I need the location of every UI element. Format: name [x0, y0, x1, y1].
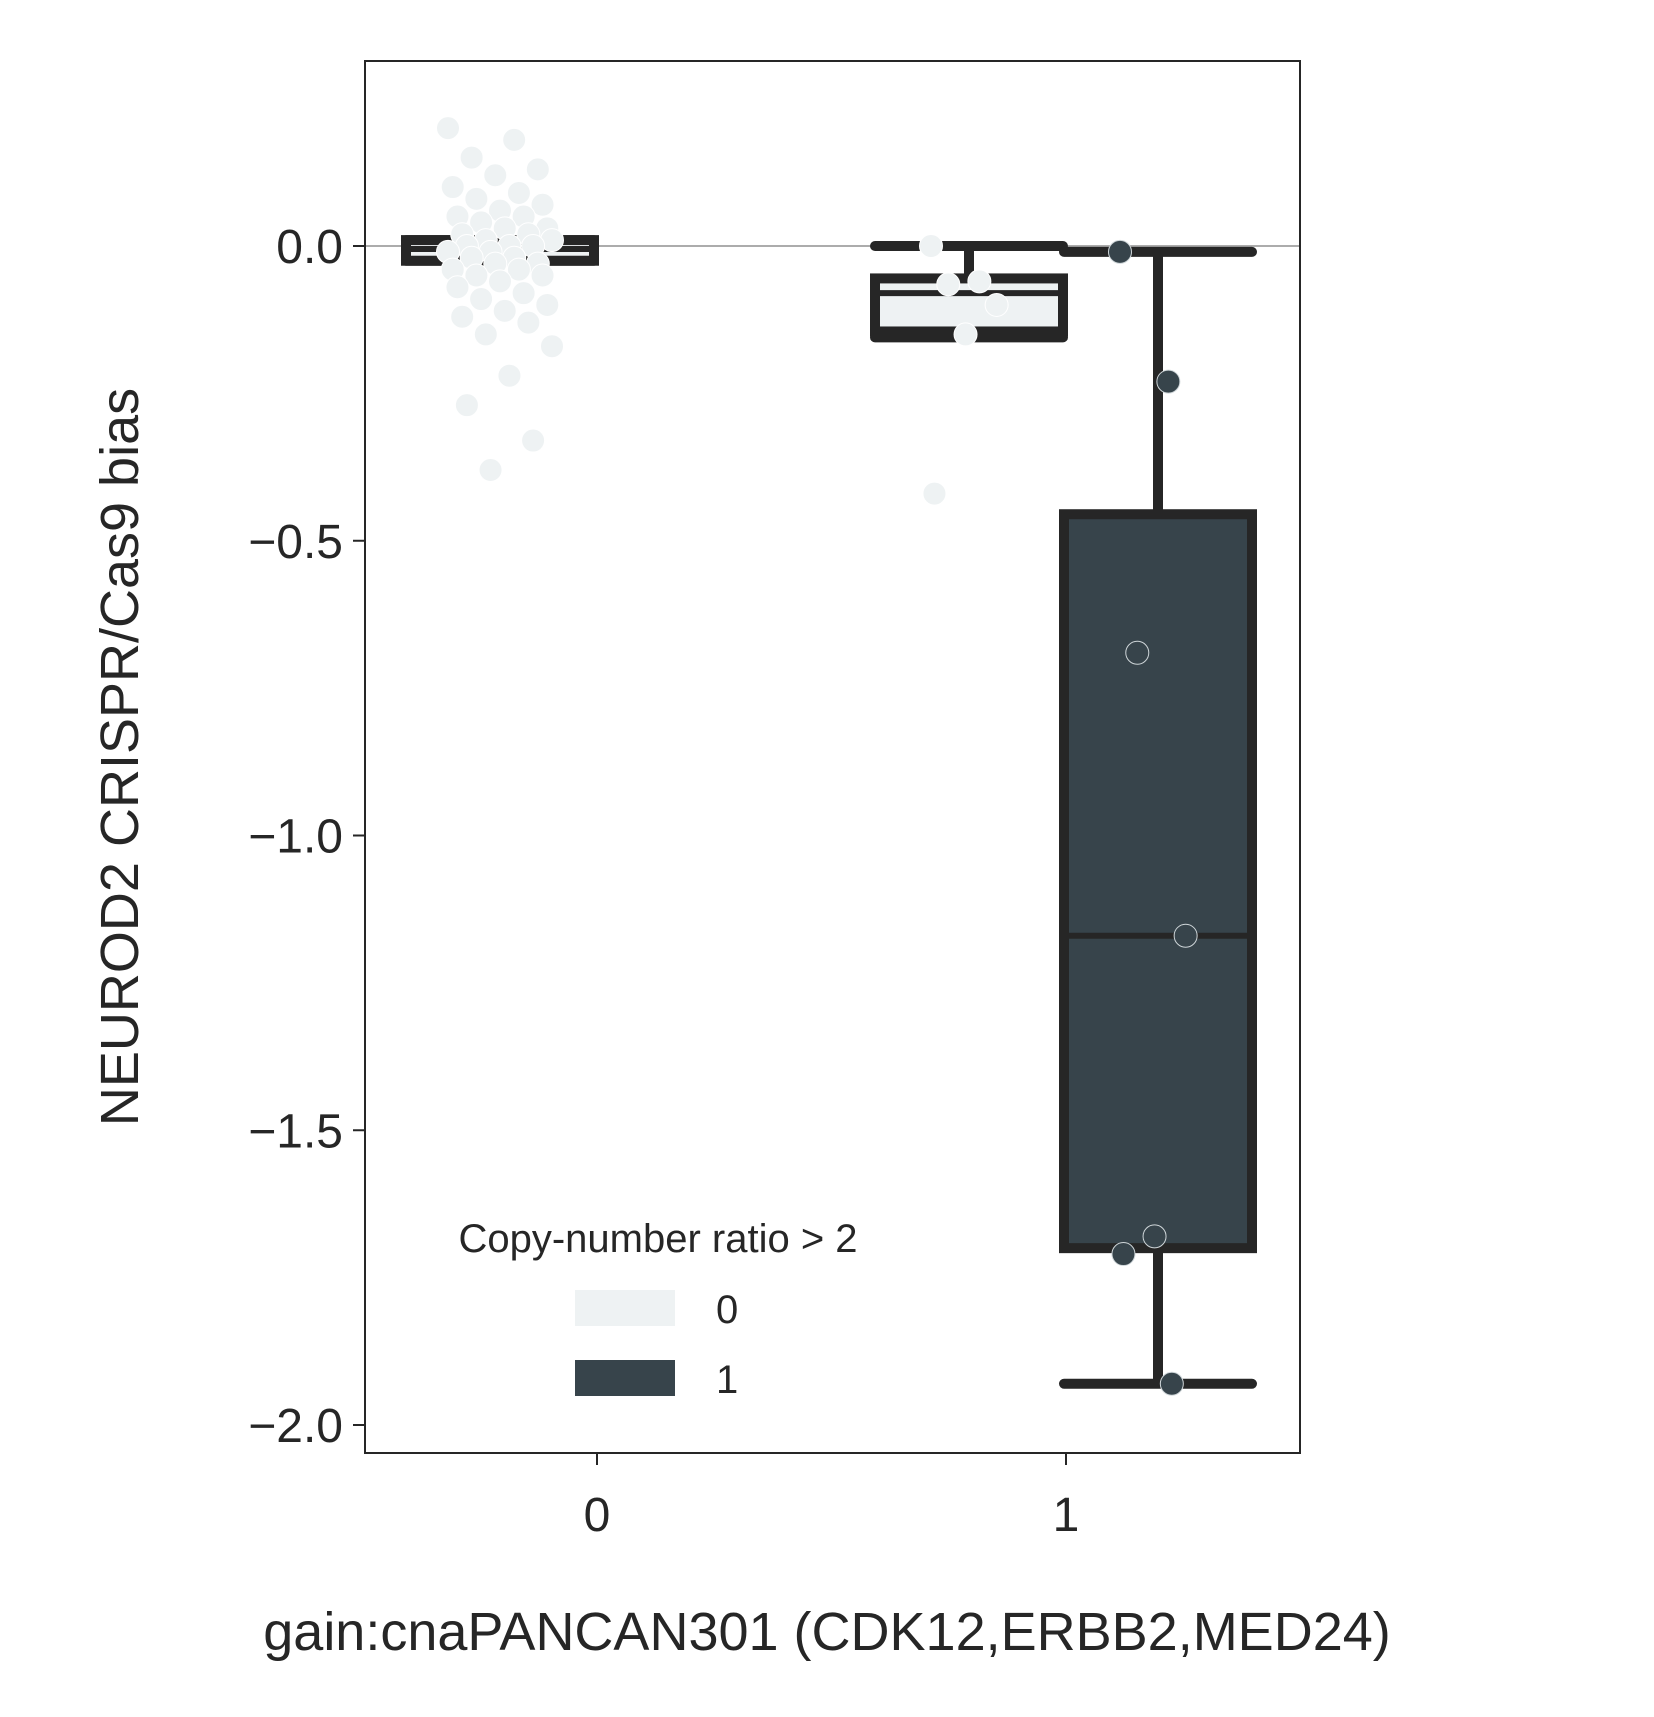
y-tick-label-3: −1.5: [248, 1105, 343, 1158]
point-0-29: [506, 257, 531, 282]
y-axis-label: NEUROD2 CRISPR/Cas9 bias: [90, 388, 150, 1126]
legend-label-0: 0: [716, 1288, 738, 1332]
point-0-4: [483, 163, 508, 188]
point-1-4: [953, 322, 978, 347]
x-axis-label: gain:cnaPANCAN301 (CDK12,ERBB2,MED24): [263, 1602, 1391, 1662]
y-tick-label-0: 0.0: [276, 221, 343, 274]
point-1-1: [967, 269, 992, 294]
point-2-0: [1108, 239, 1132, 264]
point-1-5: [922, 481, 947, 506]
point-0-3: [525, 157, 550, 182]
point-2-5: [1111, 1242, 1136, 1267]
point-0-0: [436, 116, 460, 141]
point-0-33: [445, 275, 470, 300]
legend-title: Copy-number ratio > 2: [458, 1217, 857, 1261]
point-0-44: [521, 428, 546, 453]
point-0-45: [478, 458, 503, 483]
point-2-4: [1142, 1224, 1167, 1249]
x-tick-label-1: 1: [1053, 1489, 1080, 1542]
y-tick-label-1: −0.5: [248, 516, 343, 569]
point-2-3: [1173, 923, 1198, 948]
point-1-2: [936, 272, 961, 297]
point-1-3: [984, 292, 1009, 317]
point-0-6: [506, 180, 531, 205]
point-0-32: [488, 269, 512, 294]
point-0-40: [473, 322, 498, 347]
y-tick-label-4: −2.0: [248, 1400, 343, 1453]
x-tick-label-0: 0: [584, 1489, 611, 1542]
point-0-5: [440, 175, 465, 200]
point-0-38: [450, 304, 475, 329]
point-0-37: [492, 298, 517, 323]
point-0-34: [511, 281, 536, 306]
point-2-6: [1159, 1371, 1184, 1396]
point-0-36: [535, 292, 560, 317]
legend: Copy-number ratio > 2 0 1: [458, 1217, 857, 1402]
point-0-31: [530, 263, 555, 288]
point-0-41: [540, 334, 564, 359]
point-0-43: [454, 393, 479, 418]
legend-label-1: 1: [716, 1358, 738, 1402]
plot-elements: [365, 116, 1300, 1396]
point-0-1: [502, 127, 527, 152]
point-1-0: [919, 234, 943, 258]
point-0-42: [497, 363, 522, 388]
point-0-8: [530, 192, 555, 217]
point-0-7: [464, 186, 489, 211]
point-2-2: [1125, 640, 1150, 665]
point-0-2: [459, 145, 484, 170]
point-0-35: [469, 287, 494, 312]
box-2: [1059, 509, 1257, 1254]
legend-swatch-0: [575, 1290, 675, 1326]
point-0-39: [516, 310, 541, 335]
y-tick-label-2: −1.0: [248, 811, 343, 864]
point-0-30: [464, 263, 489, 288]
legend-swatch-1: [575, 1360, 675, 1396]
y-axis-ticks: 0.0 −0.5 −1.0 −1.5 −2.0: [248, 221, 365, 1453]
point-2-1: [1156, 369, 1181, 394]
plot-frame: [364, 60, 1301, 1454]
